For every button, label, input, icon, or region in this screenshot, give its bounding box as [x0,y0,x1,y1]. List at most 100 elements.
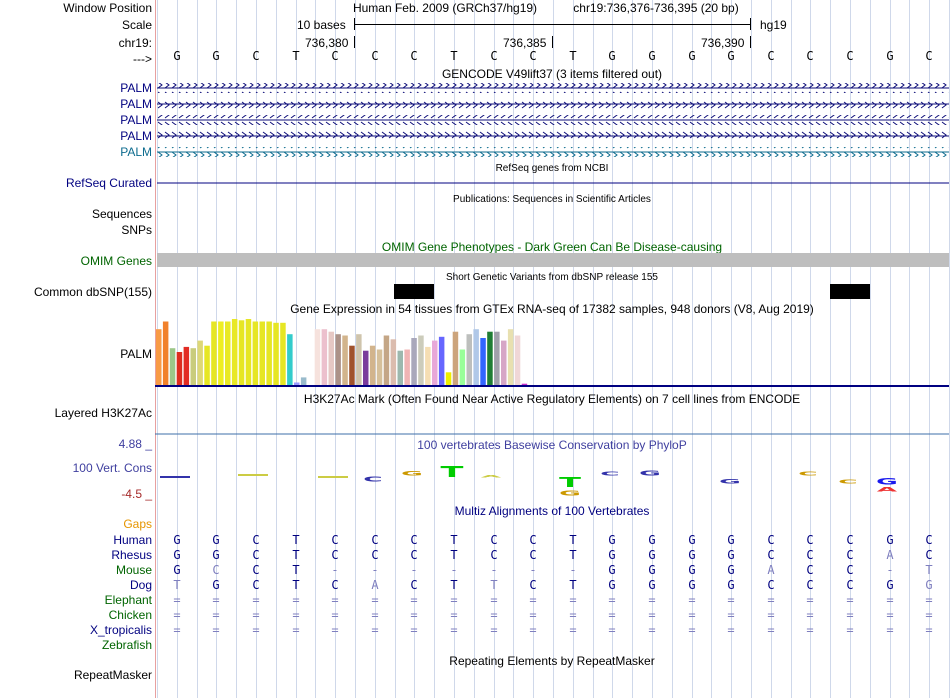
gtex-tissue-bar[interactable] [445,372,452,385]
gencode-item-label[interactable]: PALM [120,81,152,95]
gtex-tissue-bar[interactable] [169,348,176,385]
gtex-tissue-bar[interactable] [287,334,293,385]
gtex-track-title[interactable]: Gene Expression in 54 tissues from GTEx … [290,302,814,316]
gtex-tissue-bar[interactable] [466,334,473,385]
gencode-item-label[interactable]: PALM [120,145,152,159]
gtex-tissue-bar[interactable] [425,346,431,385]
gtex-tissue-bar[interactable] [356,334,362,385]
gtex-tissue-bar[interactable] [238,320,245,385]
gtex-tissue-bar[interactable] [218,321,224,386]
gtex-tissue-bar[interactable] [176,352,183,385]
sequences-track-label[interactable]: Sequences [91,207,152,221]
dbsnp-variant[interactable] [394,284,434,299]
multiz-aligned-base: C [846,563,854,577]
gtex-tissue-bar[interactable] [197,340,203,385]
gtex-tissue-bar[interactable] [459,349,466,386]
gtex-tissue-bar[interactable] [363,350,369,385]
gtex-tissue-bar[interactable] [190,348,197,385]
gencode-transcript[interactable] [157,131,949,141]
gtex-tissue-bar[interactable] [328,331,335,385]
gtex-tissue-bar[interactable] [452,331,459,385]
publications-track-title[interactable]: Publications: Sequences in Scientific Ar… [453,194,651,205]
repeatmasker-track-label[interactable]: RepeatMasker [73,668,152,682]
gencode-transcript[interactable] [157,115,949,125]
gtex-tissue-bar[interactable] [204,345,210,385]
phylop-logo-letter: A [877,486,898,493]
gtex-tissue-bar[interactable] [514,335,521,386]
gtex-tissue-bar[interactable] [162,321,169,386]
gtex-tissue-bar[interactable] [183,346,190,385]
gtex-tissue-bar[interactable] [418,335,424,386]
gtex-gene-label[interactable]: PALM [120,347,152,361]
gtex-tissue-bar[interactable] [432,340,438,385]
refseq-track-title[interactable]: RefSeq genes from NCBI [495,163,609,174]
gtex-tissue-bar[interactable] [342,335,348,386]
multiz-species-label[interactable]: Chicken [108,608,152,622]
gencode-item-label[interactable]: PALM [120,129,152,143]
gtex-tissue-bar[interactable] [494,331,500,385]
gtex-tissue-bar[interactable] [390,339,397,385]
gtex-tissue-bar[interactable] [473,329,479,385]
gtex-tissue-bar[interactable] [397,350,404,385]
gencode-transcript[interactable] [157,99,949,109]
sequence-base: C [410,49,418,63]
multiz-species-label[interactable]: Zebrafish [101,638,152,652]
multiz-species-label[interactable]: Dog [129,578,152,592]
gtex-tissue-bar[interactable] [211,321,217,386]
gtex-tissue-bar[interactable] [383,335,390,386]
gtex-tissue-bar[interactable] [411,338,417,385]
gtex-tissue-bar[interactable] [404,349,410,386]
omim-track-label[interactable]: OMIM Genes [80,254,152,268]
gtex-tissue-bar[interactable] [225,321,231,386]
conservation-track-label[interactable]: 100 Vert. Cons [72,461,152,475]
gtex-tissue-bar[interactable] [259,321,266,386]
dbsnp-track-title[interactable]: Short Genetic Variants from dbSNP releas… [446,272,658,283]
multiz-track-title[interactable]: Multiz Alignments of 100 Vertebrates [454,504,650,518]
gtex-tissue-bar[interactable] [438,336,445,385]
multiz-species-label[interactable]: Mouse [115,563,152,577]
gencode-track-title[interactable]: GENCODE V49lift37 (3 items filtered out) [441,67,663,81]
gtex-tissue-bar[interactable] [231,319,238,385]
gencode-transcript[interactable] [157,83,949,93]
gtex-tissue-bar[interactable] [156,329,162,385]
gtex-tissue-bar[interactable] [349,345,355,385]
gtex-tissue-bar[interactable] [507,329,514,385]
gencode-transcript[interactable] [157,147,949,157]
gtex-tissue-bar[interactable] [376,349,383,386]
gtex-tissue-bar[interactable] [369,345,376,385]
gtex-tissue-bar[interactable] [266,321,272,386]
multiz-species-label[interactable]: X_tropicalis [89,623,152,637]
h3k27ac-track-label[interactable]: Layered H3K27Ac [54,406,152,420]
snps-track-label[interactable]: SNPs [121,223,152,237]
multiz-aligned-base: = [925,623,933,637]
gtex-tissue-bar[interactable] [487,331,493,385]
multiz-species-label[interactable]: Human [113,533,152,547]
h3k27ac-track-title[interactable]: H3K27Ac Mark (Often Found Near Active Re… [303,392,801,406]
gtex-tissue-bar[interactable] [480,338,486,385]
gtex-tissue-bar[interactable] [335,334,341,385]
gtex-tissue-bar[interactable] [521,383,528,385]
omim-gene-bar[interactable] [157,253,949,267]
phylop-track-title[interactable]: 100 vertebrates Basewise Conservation by… [417,438,687,452]
dbsnp-track-label[interactable]: Common dbSNP(155) [33,285,152,299]
gtex-tissue-bar[interactable] [314,329,321,385]
gtex-tissue-bar[interactable] [321,329,328,385]
multiz-species-label[interactable]: Elephant [104,593,152,607]
gtex-tissue-bar[interactable] [280,322,286,385]
multiz-species-label[interactable]: Rhesus [111,548,152,562]
gtex-tissue-bar[interactable] [300,377,307,385]
gencode-item-label[interactable]: PALM [120,97,152,111]
gtex-tissue-bar[interactable] [501,340,507,385]
multiz-aligned-base: G [608,533,616,547]
gtex-tissue-bar[interactable] [294,382,300,386]
coord-tick [552,36,553,48]
dbsnp-variant[interactable] [830,284,870,299]
gencode-item-label[interactable]: PALM [120,113,152,127]
gtex-tissue-bar[interactable] [245,319,252,385]
repeatmasker-track-title[interactable]: Repeating Elements by RepeatMasker [449,654,655,668]
gtex-tissue-bar[interactable] [273,322,279,385]
gtex-tissue-bar[interactable] [252,321,259,386]
refseq-track-label[interactable]: RefSeq Curated [65,176,152,190]
omim-track-title[interactable]: OMIM Gene Phenotypes - Dark Green Can Be… [381,240,723,254]
